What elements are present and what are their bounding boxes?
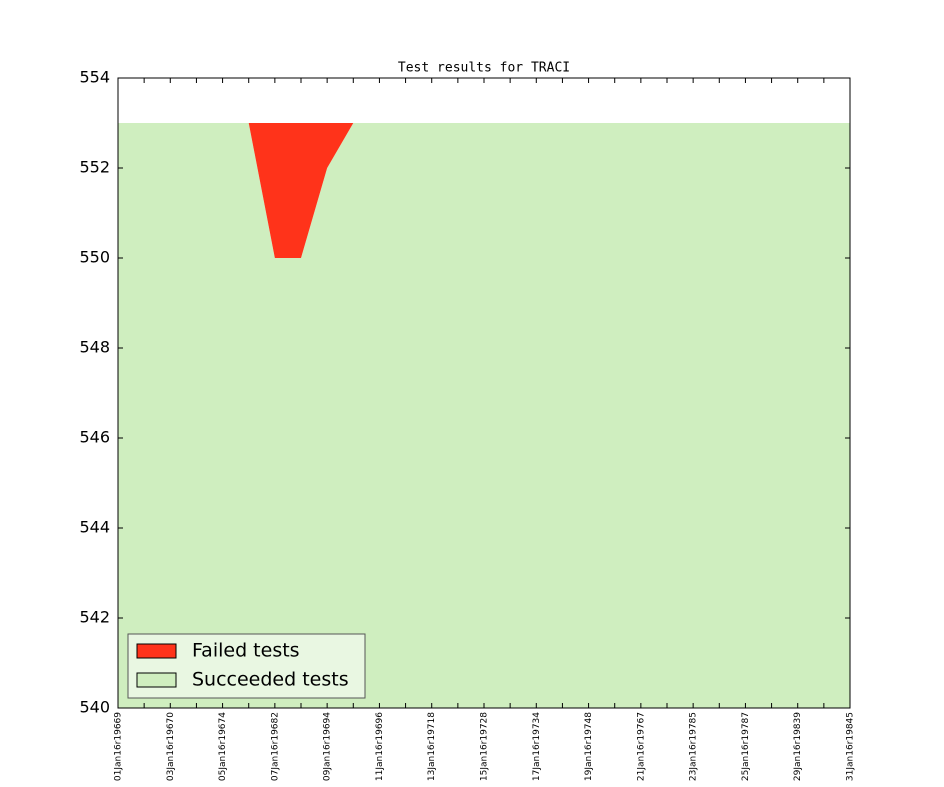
y-tick-label: 548: [79, 338, 110, 357]
y-tick-label: 552: [79, 158, 110, 177]
legend-label: Failed tests: [192, 640, 300, 662]
y-tick-label: 554: [79, 68, 110, 87]
y-tick-label: 550: [79, 248, 110, 267]
x-tick-label: 03Jan16r19670: [166, 712, 176, 781]
x-tick-label: 15Jan16r19728: [480, 712, 490, 781]
y-tick-label: 546: [79, 428, 110, 447]
x-tick-label: 09Jan16r19694: [323, 712, 333, 781]
area: [118, 123, 850, 258]
x-tick-label: 29Jan16r19839: [793, 712, 803, 781]
x-tick-label: 19Jan16r19748: [584, 712, 594, 781]
x-tick-label: 11Jan16r19696: [375, 712, 385, 781]
x-tick-label: 31Jan16r19845: [846, 712, 856, 781]
legend-label: Succeeded tests: [192, 669, 349, 691]
x-tick-label: 01Jan16r19669: [114, 712, 124, 781]
x-tick-label: 23Jan16r19785: [689, 712, 699, 781]
x-tick-label: 25Jan16r19787: [741, 712, 751, 781]
plot-area: [118, 123, 850, 708]
x-tick-label: 07Jan16r19682: [270, 712, 280, 781]
x-tick-label: 13Jan16r19718: [427, 712, 437, 781]
x-tick-label: 17Jan16r19734: [532, 712, 542, 781]
y-tick-label: 542: [79, 608, 110, 627]
area: [118, 123, 850, 708]
legend-swatch: [136, 643, 177, 659]
y-tick-label: 540: [79, 698, 110, 717]
legend-swatch: [136, 672, 177, 688]
y-tick-label: 544: [79, 518, 110, 537]
x-tick-label: 05Jan16r19674: [218, 712, 228, 781]
x-tick-label: 21Jan16r19767: [636, 712, 646, 781]
chart-title: Test results for TRACI: [398, 61, 570, 76]
